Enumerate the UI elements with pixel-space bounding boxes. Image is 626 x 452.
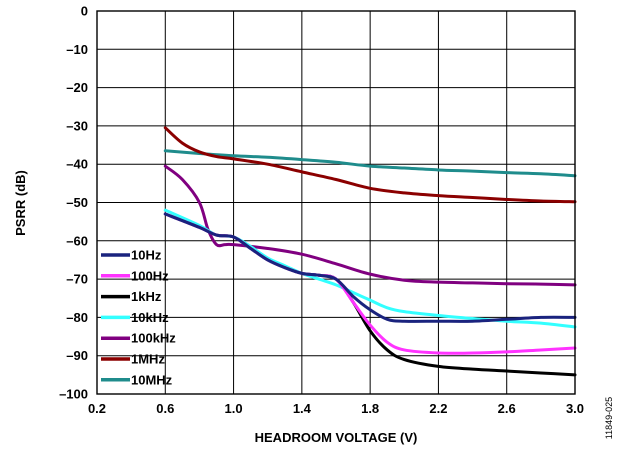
series-line-1mhz: [163, 126, 577, 204]
legend-label-1mhz: 1MHz: [131, 352, 165, 367]
x-tick-label: 3.0: [566, 401, 584, 416]
y-tick-label: –80: [66, 310, 88, 325]
x-tick-label: 1.0: [225, 401, 243, 416]
y-axis-label: PSRR (dB): [13, 170, 28, 236]
figure-id: 11849-025: [604, 397, 614, 439]
x-tick-label: 0.2: [88, 401, 106, 416]
legend-label-10hz: 10Hz: [131, 248, 162, 263]
legend-label-10mhz: 10MHz: [131, 372, 173, 387]
y-tick-label: –10: [66, 42, 88, 57]
plot-frame: [96, 10, 576, 395]
y-tick-label: –20: [66, 80, 88, 95]
legend-label-100khz: 100kHz: [131, 331, 176, 346]
x-axis-label: HEADROOM VOLTAGE (V): [255, 430, 418, 445]
y-tick-label: –70: [66, 272, 88, 287]
y-tick-label: –40: [66, 157, 88, 172]
y-tick-label: –100: [59, 387, 88, 402]
y-tick-label: 0: [81, 4, 88, 19]
legend-label-10khz: 10kHz: [131, 310, 169, 325]
legend-label-1khz: 1kHz: [131, 289, 162, 304]
y-tick-label: –30: [66, 118, 88, 133]
y-tick-label: –90: [66, 348, 88, 363]
series-line-10mhz: [163, 149, 577, 178]
x-tick-label: 1.4: [293, 401, 312, 416]
x-tick-label: 0.6: [156, 401, 174, 416]
x-tick-label: 2.6: [498, 401, 516, 416]
x-tick-label: 2.2: [429, 401, 447, 416]
x-tick-label: 1.8: [361, 401, 379, 416]
legend-label-100hz: 100Hz: [131, 268, 169, 283]
series-line-100khz: [163, 164, 577, 287]
y-tick-label: –60: [66, 233, 88, 248]
series-line-10hz: [163, 212, 577, 323]
y-tick-label: –50: [66, 195, 88, 210]
